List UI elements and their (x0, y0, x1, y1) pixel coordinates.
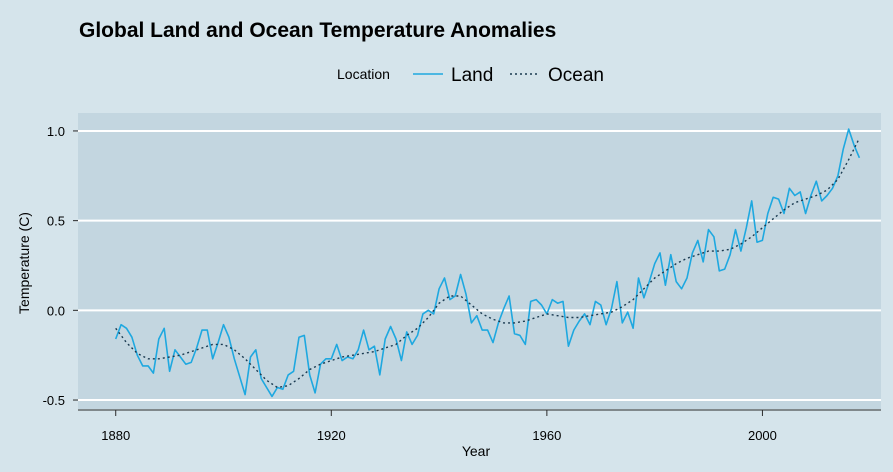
x-ticks: 1880 1920 1960 2000 (101, 410, 777, 443)
y-tick-label: -0.5 (43, 393, 65, 408)
series-line-ocean (115, 137, 861, 389)
x-axis-label: Year (462, 443, 491, 459)
x-tick-label: 1960 (532, 428, 561, 443)
y-tick-label: 1.0 (47, 124, 65, 139)
legend-title: Location (337, 66, 390, 82)
legend: Location Land Ocean (337, 65, 604, 86)
series-layer (114, 128, 861, 398)
y-tick-label: 0.0 (47, 303, 65, 318)
y-ticks: -0.5 0.0 0.5 1.0 (43, 124, 78, 408)
y-axis-label: Temperature (C) (16, 212, 32, 314)
x-tick-label: 2000 (748, 428, 777, 443)
panel-background (78, 113, 881, 409)
y-tick-label: 0.5 (47, 214, 65, 229)
series-line-land (114, 128, 861, 398)
x-tick-label: 1880 (101, 428, 130, 443)
legend-land-label: Land (451, 65, 493, 86)
chart-title: Global Land and Ocean Temperature Anomal… (79, 19, 556, 42)
x-tick-label: 1920 (317, 428, 346, 443)
grid (78, 129, 881, 402)
legend-ocean-label: Ocean (548, 65, 604, 86)
